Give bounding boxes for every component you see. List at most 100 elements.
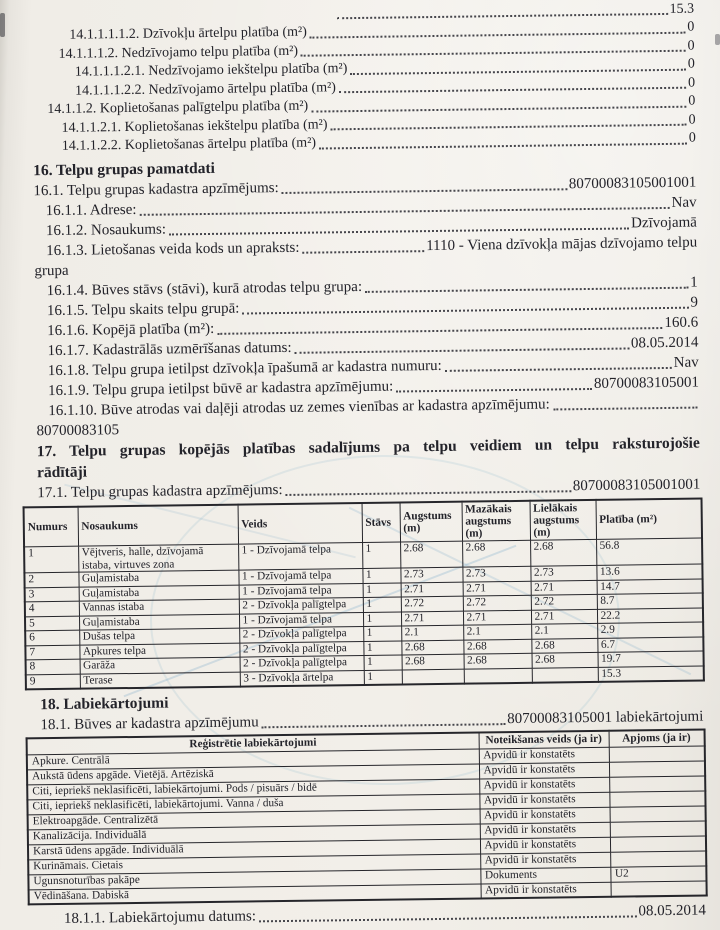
table-cell: 1 — [362, 541, 401, 569]
table-cell: 2.68 — [401, 654, 464, 670]
field-value: 0 — [688, 130, 696, 146]
field-label: 16.1.1. Adrese: — [45, 201, 137, 219]
table-cell: 4 — [24, 601, 79, 617]
table-cell — [610, 880, 707, 897]
field-value: 15.3 — [669, 1, 695, 17]
table-cell: 2 — [24, 572, 79, 588]
table-cell — [463, 667, 532, 684]
field-row-date: 18.1.1. Labiekārtojumu datums: 08.05.201… — [64, 901, 706, 929]
table-cell — [609, 775, 706, 792]
table-cell: 15.3 — [597, 665, 704, 682]
section-14: 14.1.1.1.1.2. Dzīvokļu ārtelpu platība (… — [16, 19, 696, 157]
table-cell: 13.6 — [596, 564, 703, 580]
table-cell: 5 — [24, 615, 80, 631]
table-cell: Apvidū ir konstatēts — [478, 746, 609, 764]
section-18-amenities: 18. Labiekārtojumi 18.1. Būves ar kadast… — [25, 685, 708, 929]
table-cell: 2 - Dzīvokļa palīgtelpa — [239, 655, 364, 672]
field-label: 14.1.1.2.2. Koplietošanas ārtelpu platīb… — [61, 135, 317, 154]
table-cell — [609, 835, 707, 852]
table-cell: 2.71 — [530, 608, 598, 625]
table-cell: Apvidū ir konstatēts — [479, 806, 610, 824]
table-cell: 1 - Dzīvojamā telpa — [238, 542, 363, 571]
field-value: 80700083105001001 — [568, 174, 697, 192]
dot-leader — [365, 286, 689, 293]
table-cell: 8.7 — [596, 593, 703, 609]
table-cell — [609, 820, 706, 837]
table-cell: 1 — [362, 596, 401, 612]
field-value: Dzīvojamā — [630, 214, 697, 231]
table-cell: 2.68 — [531, 652, 598, 668]
table-cell: 2.68 — [463, 653, 532, 669]
section-16-basic-data: 16. Telpu grupas pamatdati 16.1. Telpu g… — [18, 151, 700, 441]
table-cell: 2 - Dzīvokļa palīgtelpa — [239, 626, 364, 643]
field-label: 16.1. Telpu grupas kadastra apzīmējums: — [33, 179, 279, 199]
dot-leader — [330, 123, 687, 131]
header-cell: Augstums (m) — [399, 501, 463, 542]
field-value: 80700083105001 — [593, 374, 700, 392]
table-cell: 2.68 — [400, 541, 463, 568]
dot-leader — [337, 12, 668, 20]
field-label: 16.1.2. Nosaukums: — [45, 221, 167, 239]
table-cell: 2.1 — [401, 625, 464, 641]
header-cell: Mazākais augstums (m) — [461, 500, 531, 542]
field-value: 1 — [690, 274, 698, 291]
table-cell: 2.73 — [530, 565, 597, 581]
field-value: 0 — [687, 56, 695, 72]
field-label: 17.1. Telpu grupas kadastra apzīmējums: — [37, 481, 283, 501]
table-cell: 19.7 — [597, 651, 704, 667]
table-cell: Vējtveris, halle, dzīvojamā istaba, virt… — [78, 544, 239, 573]
table-cell: 1 — [363, 654, 402, 670]
table-cell: 1 — [362, 567, 401, 583]
scan-artifact — [715, 34, 720, 45]
table-cell: 2.68 — [463, 638, 532, 655]
table-cell: 22.2 — [596, 607, 704, 624]
field-value: 0 — [687, 19, 695, 35]
header-cell: Veids — [237, 502, 363, 545]
table-cell: 2.1 — [531, 623, 598, 639]
table-cell: U2 — [610, 865, 707, 882]
table-cell — [608, 760, 706, 777]
table-cell: 1 — [362, 582, 401, 598]
table-cell: Dokuments — [480, 866, 611, 884]
table-cell — [401, 668, 464, 684]
field-value: 80700083105001 labiekārtojumi — [507, 708, 704, 727]
rooms-table: Numurs Nosaukums Veids Stāvs Augstums (m… — [22, 497, 705, 690]
header-cell: Apjoms (ja ir) — [608, 729, 705, 747]
table-cell: 9 — [25, 673, 80, 689]
field-value: 9 — [690, 294, 699, 311]
table-cell: 2.71 — [400, 581, 463, 597]
amenities-table: Reģistrētie labiekārtojumi Noteikšanas v… — [25, 728, 708, 906]
field-label: 16.1.4. Būves stāvs (stāvi), kurā atroda… — [46, 278, 363, 299]
table-cell: 7 — [25, 644, 80, 660]
table-cell: 2.72 — [400, 596, 463, 612]
table-cell: 14.7 — [596, 578, 703, 595]
table-cell: 2.71 — [462, 609, 532, 626]
header-cell: Lielākais augstums (m) — [529, 499, 597, 541]
table-cell: 1 - Dzīvojamā telpa — [238, 611, 364, 629]
table-cell: 1 - Dzīvojamā telpa — [238, 582, 363, 600]
table-cell — [609, 805, 706, 822]
table-cell: 1 — [363, 669, 402, 685]
table-cell — [610, 850, 707, 867]
field-value: 08.05.2014 — [630, 334, 699, 351]
header-cell: Stāvs — [361, 501, 401, 543]
table-cell: 2.71 — [530, 579, 597, 596]
dot-leader — [302, 249, 425, 254]
dot-leader — [552, 406, 698, 410]
dot-leader — [396, 387, 593, 393]
table-cell: Apvidū ir konstatēts — [479, 836, 611, 854]
table-cell: 2.68 — [401, 639, 464, 655]
dot-leader — [259, 915, 637, 923]
table-cell: 2.68 — [462, 540, 531, 568]
field-label: 16.1.6. Kopējā platība (m²): — [47, 320, 215, 339]
field-value: 80700083105001001 — [572, 476, 701, 494]
dot-leader — [285, 489, 571, 496]
field-value: Nav — [673, 354, 699, 371]
field-value: 0 — [688, 93, 696, 109]
field-value: 160.6 — [664, 314, 699, 331]
field-value: 1110 - Viena dzīvokļa mājas dzīvojamo te… — [426, 234, 698, 254]
table-cell: 1 — [363, 625, 402, 641]
table-cell: 3 — [24, 586, 79, 602]
header-cell: Platība (m²) — [595, 498, 703, 540]
